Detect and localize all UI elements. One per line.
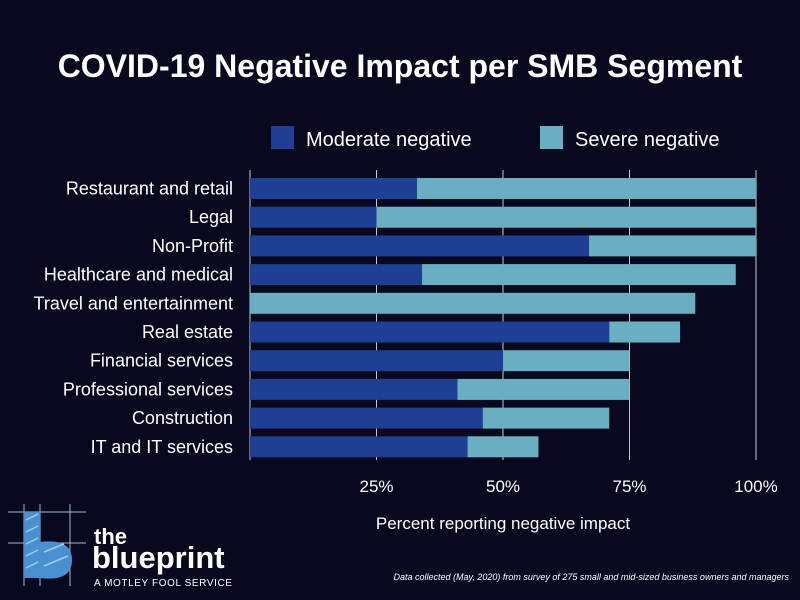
logo-tagline: A MOTLEY FOOL SERVICE bbox=[94, 578, 233, 589]
category-label: Travel and entertainment bbox=[34, 293, 233, 313]
x-axis-label: Percent reporting negative impact bbox=[376, 514, 630, 533]
category-labels: Restaurant and retail Legal Non-Profit Heal… bbox=[34, 179, 233, 457]
bar-moderate bbox=[250, 178, 417, 199]
bar-severe bbox=[482, 407, 610, 429]
x-tick-labels: 25% 50% 75% 100% bbox=[359, 477, 777, 496]
bar-severe bbox=[467, 436, 539, 458]
bar-severe bbox=[422, 264, 736, 286]
logo-word-the: the bbox=[94, 524, 127, 549]
legend-label-severe: Severe negative bbox=[575, 129, 720, 151]
bar-moderate bbox=[250, 206, 377, 228]
bars bbox=[250, 178, 756, 458]
bar-severe bbox=[609, 321, 681, 343]
legend: Moderate negative Severe negative bbox=[271, 126, 720, 151]
logo-word-blueprint: blueprint bbox=[92, 540, 225, 575]
bar-moderate bbox=[250, 235, 590, 257]
category-label: Construction bbox=[132, 408, 233, 428]
x-tick-label: 75% bbox=[612, 477, 646, 496]
bar-severe bbox=[503, 350, 630, 372]
x-tick-label: 50% bbox=[486, 477, 520, 496]
bar-moderate bbox=[250, 407, 483, 429]
x-tick-label: 25% bbox=[359, 477, 393, 496]
bar-moderate bbox=[250, 436, 468, 458]
category-label: Healthcare and medical bbox=[44, 265, 233, 285]
category-label: Real estate bbox=[142, 322, 233, 342]
bar-moderate bbox=[250, 378, 458, 400]
legend-label-moderate: Moderate negative bbox=[306, 129, 472, 151]
category-label: Non-Profit bbox=[152, 236, 233, 256]
bar-severe bbox=[589, 235, 756, 257]
bar-severe bbox=[376, 206, 756, 228]
category-label: Professional services bbox=[63, 379, 233, 399]
blueprint-logo: the blueprint A MOTLEY FOOL SERVICE bbox=[8, 504, 233, 589]
category-label: Restaurant and retail bbox=[66, 179, 233, 199]
category-label: IT and IT services bbox=[91, 437, 233, 457]
footnote: Data collected (May, 2020) from survey o… bbox=[393, 572, 789, 582]
bar-moderate bbox=[250, 350, 503, 372]
chart-title: COVID-19 Negative Impact per SMB Segment bbox=[58, 48, 743, 84]
category-label: Financial services bbox=[90, 351, 233, 371]
bar-moderate bbox=[250, 321, 610, 343]
blueprint-b-mark-icon bbox=[8, 504, 86, 586]
category-label: Legal bbox=[189, 207, 233, 227]
legend-swatch-moderate bbox=[271, 126, 294, 149]
bar-severe bbox=[457, 378, 630, 400]
bar-severe bbox=[416, 178, 756, 199]
legend-swatch-severe bbox=[540, 126, 563, 149]
bar-moderate bbox=[250, 264, 423, 286]
x-tick-label: 100% bbox=[734, 477, 777, 496]
bar-severe bbox=[250, 292, 696, 314]
